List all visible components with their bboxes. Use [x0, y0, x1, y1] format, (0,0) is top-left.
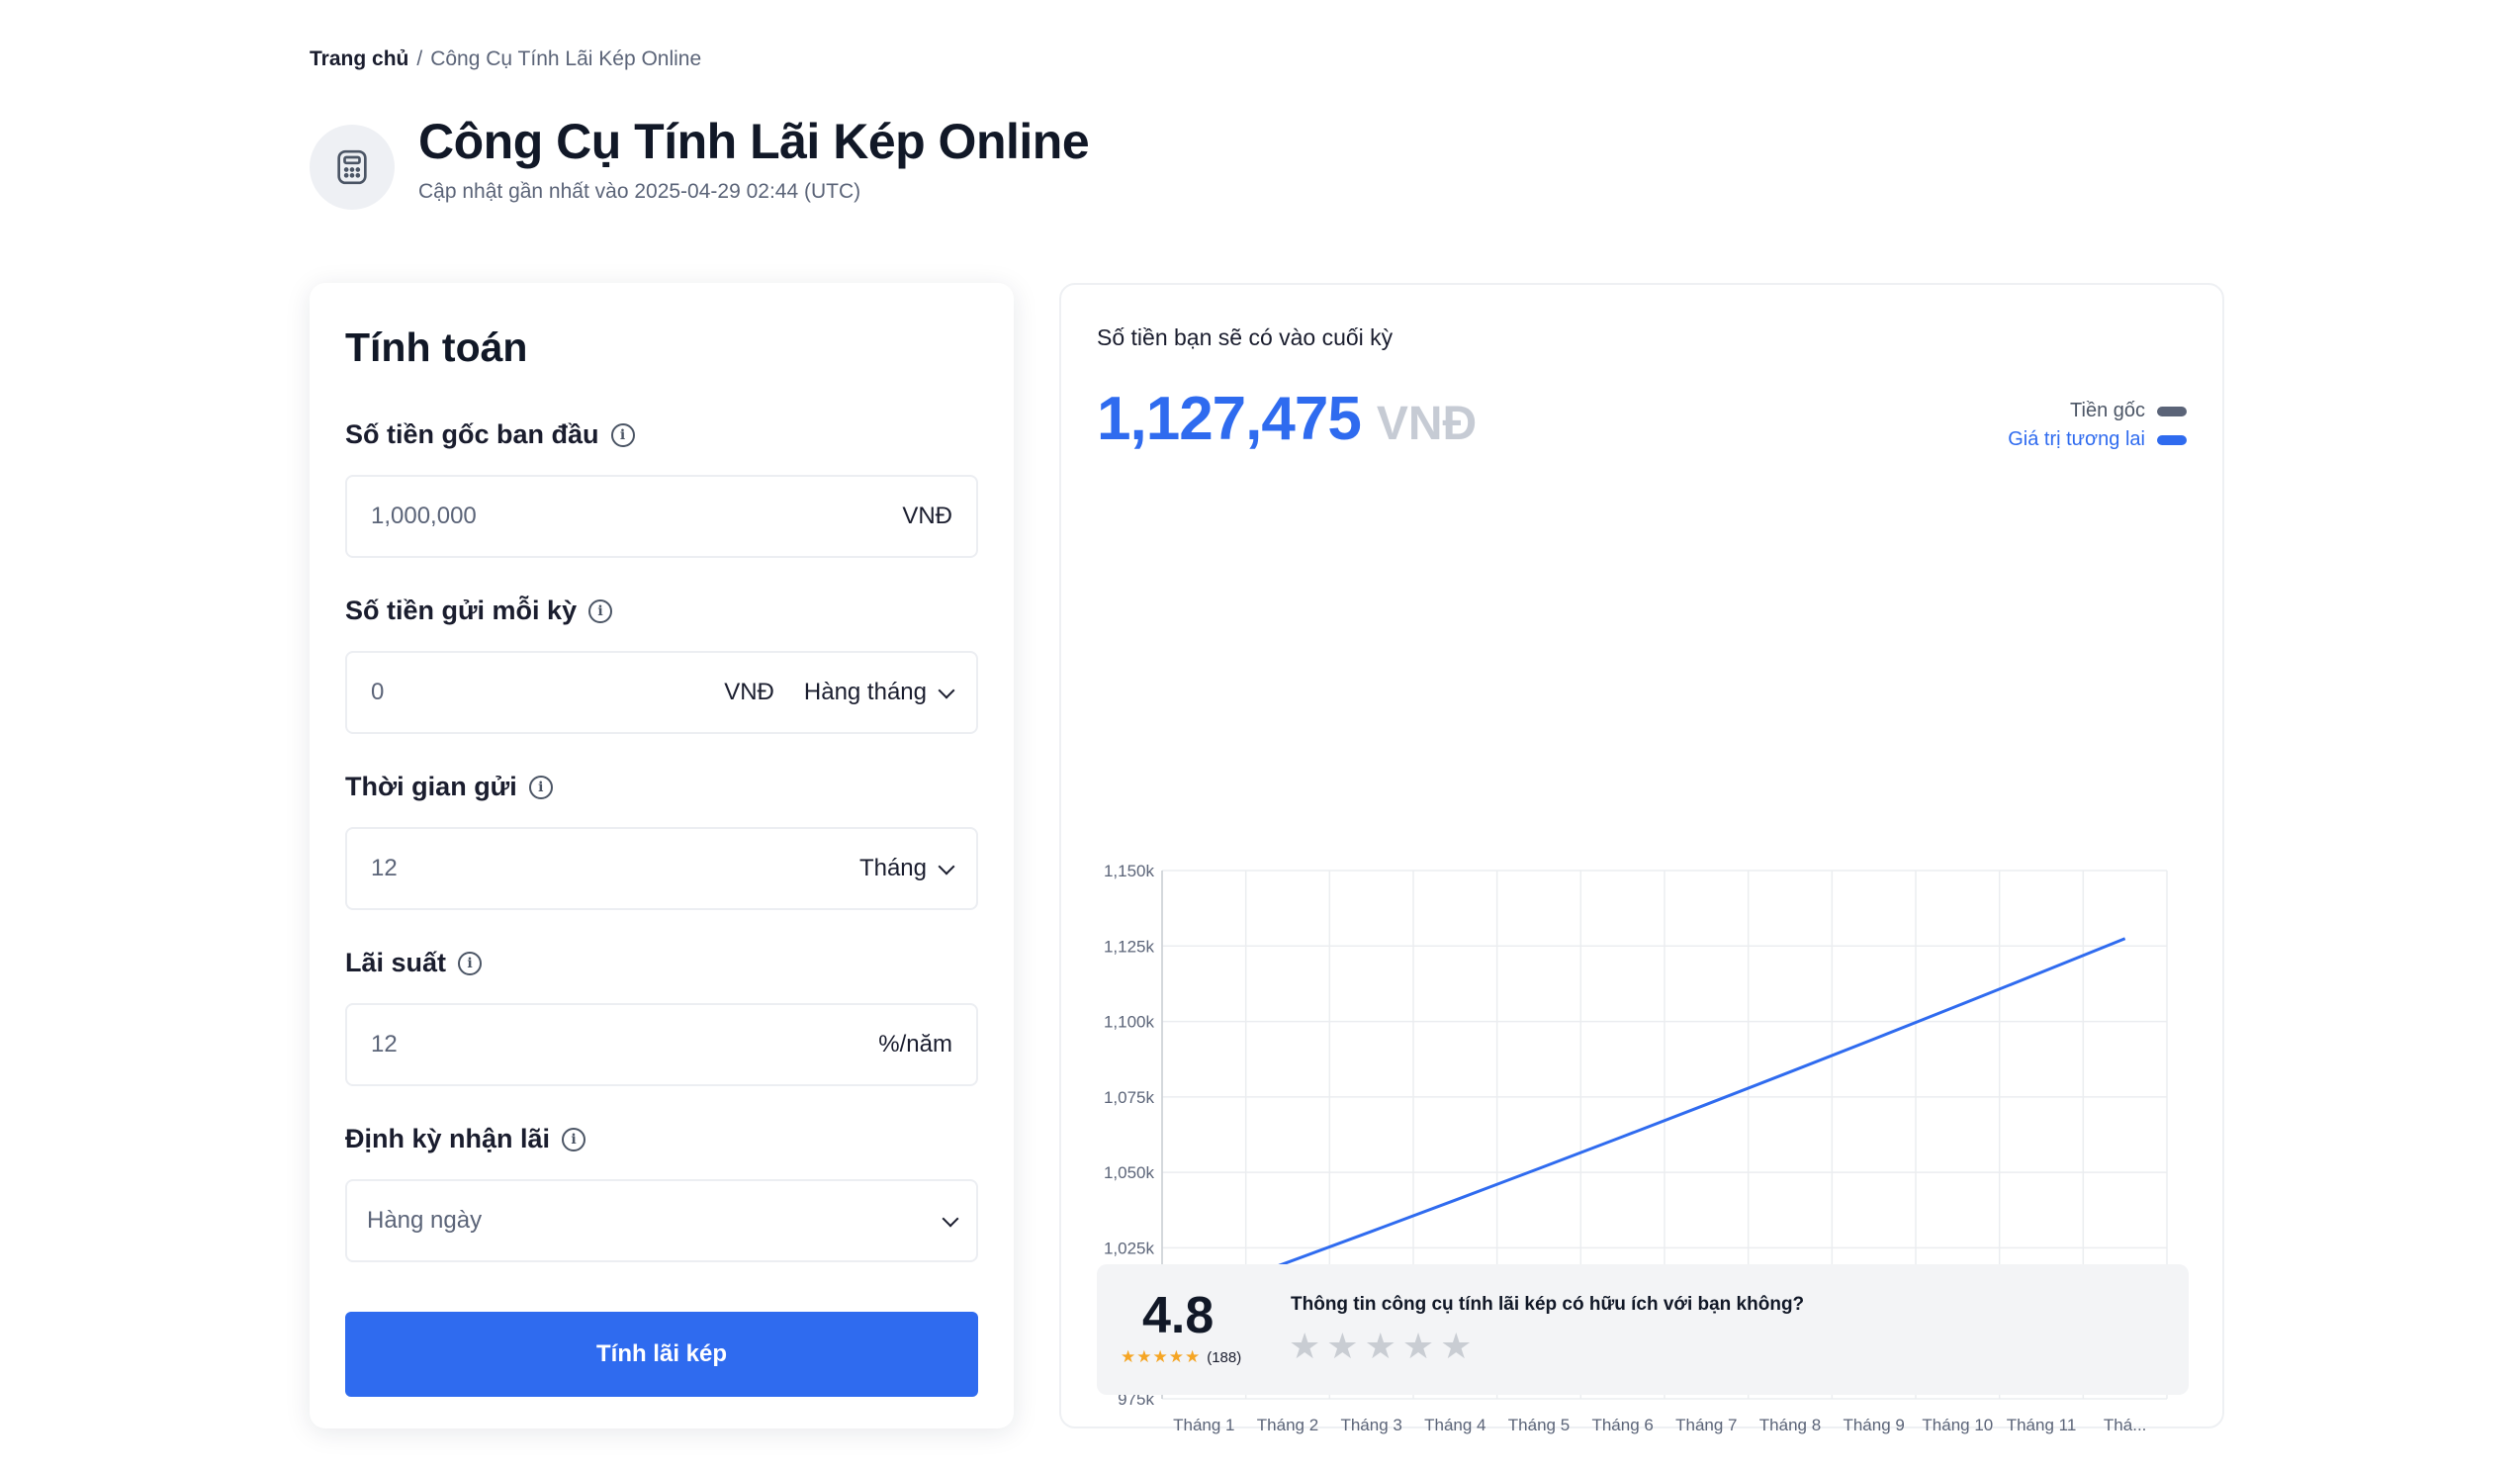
duration-unit-value: Tháng: [858, 855, 927, 881]
compounding-select[interactable]: Hàng ngày: [345, 1179, 978, 1262]
x-tick-label: Tháng 9: [1843, 1416, 1904, 1434]
duration-label-text: Thời gian gửi: [345, 772, 517, 801]
star-icon[interactable]: ★: [1364, 1326, 1396, 1366]
duration-field[interactable]: 12 Tháng: [345, 827, 978, 910]
rate-field[interactable]: 12 %/năm: [345, 1003, 978, 1086]
series-line-future-value: [1203, 937, 2126, 1295]
compounding-label-text: Định kỳ nhận lãi: [345, 1124, 551, 1153]
breadcrumb-current: Công Cụ Tính Lãi Kép Online: [430, 47, 702, 70]
calculator-card: Tính toán Số tiền gốc ban đầu i 1,000,00…: [310, 283, 1014, 1428]
deposit-frequency-value: Hàng tháng: [803, 679, 927, 705]
chevron-down-icon: [938, 858, 955, 875]
y-tick-label: 1,050k: [1104, 1163, 1155, 1182]
deposit-label: Số tiền gửi mỗi kỳ i: [345, 596, 613, 626]
rate-input[interactable]: 12: [371, 1031, 398, 1058]
result-value: 1,127,475 VNĐ: [1097, 384, 1477, 454]
rating-score: 4.8: [1142, 1287, 1215, 1344]
duration-label: Thời gian gửi i: [345, 772, 553, 802]
duration-input[interactable]: 12: [371, 855, 398, 881]
breadcrumb-home-link[interactable]: Trang chủ: [310, 47, 409, 70]
info-icon[interactable]: i: [610, 422, 635, 447]
principal-input[interactable]: 1,000,000: [371, 503, 477, 529]
legend-label-future-value: Giá trị tương lai: [2008, 428, 2145, 450]
result-card: Số tiền bạn sẽ có vào cuối kỳ 1,127,475 …: [1059, 283, 2224, 1434]
legend-item-future-value[interactable]: Giá trị tương lai: [2008, 428, 2187, 451]
x-tick-label: Tháng 1: [1173, 1416, 1234, 1434]
principal-field[interactable]: 1,000,000 VNĐ: [345, 475, 978, 558]
chevron-down-icon: [942, 1210, 959, 1228]
legend-label-principal: Tiền gốc: [2070, 400, 2145, 421]
y-tick-label: 1,150k: [1104, 862, 1155, 880]
x-tick-label: Tháng 6: [1591, 1416, 1653, 1434]
page-header: Công Cụ Tính Lãi Kép Online Cập nhật gần…: [310, 114, 1090, 210]
y-tick-label: 1,125k: [1104, 937, 1155, 956]
compounding-label: Định kỳ nhận lãi i: [345, 1124, 586, 1154]
x-tick-label: Tháng 10: [1922, 1416, 1993, 1434]
principal-label: Số tiền gốc ban đầu i: [345, 419, 635, 450]
principal-label-text: Số tiền gốc ban đầu: [345, 419, 599, 449]
x-tick-label: Tháng 4: [1424, 1416, 1485, 1434]
star-icon[interactable]: ★: [1401, 1326, 1435, 1366]
rate-label-text: Lãi suất: [345, 948, 447, 977]
x-tick-label: Tháng 8: [1759, 1416, 1821, 1434]
info-icon[interactable]: i: [588, 598, 613, 623]
deposit-frequency-select[interactable]: Hàng tháng: [803, 679, 955, 706]
last-updated-text: Cập nhật gần nhất vào 2025-04-29 02:44 (…: [418, 180, 861, 203]
chevron-down-icon: [938, 682, 955, 699]
y-tick-label: 1,075k: [1104, 1088, 1155, 1107]
breadcrumb-separator: /: [416, 47, 423, 70]
chart-legend: Tiền gốc Giá trị tương lai: [2008, 400, 2187, 457]
rating-summary: ★★★★★ (188): [1121, 1347, 1241, 1367]
compounding-value: Hàng ngày: [367, 1207, 483, 1234]
x-tick-label: Tháng 7: [1675, 1416, 1737, 1434]
page-title: Công Cụ Tính Lãi Kép Online: [418, 114, 1090, 169]
info-icon[interactable]: i: [562, 1127, 586, 1151]
legend-swatch-future-value: [2157, 434, 2187, 445]
rate-label: Lãi suất i: [345, 948, 483, 978]
y-tick-label: 1,100k: [1104, 1013, 1155, 1032]
rating-question: Thông tin công cụ tính lãi kép có hữu íc…: [1291, 1294, 1805, 1315]
result-amount: 1,127,475: [1097, 385, 1362, 453]
legend-item-principal[interactable]: Tiền gốc: [2008, 400, 2187, 422]
calculator-title: Tính toán: [345, 324, 528, 370]
star-icon[interactable]: ★: [1289, 1326, 1321, 1366]
star-icon[interactable]: ★: [1440, 1326, 1473, 1366]
info-icon[interactable]: i: [458, 951, 483, 975]
y-tick-label: 1,025k: [1104, 1239, 1155, 1257]
x-tick-label: Tháng 5: [1508, 1416, 1570, 1434]
rate-unit: %/năm: [878, 1031, 952, 1058]
x-tick-label: Tháng 2: [1257, 1416, 1318, 1434]
info-icon[interactable]: i: [528, 775, 553, 799]
star-icon[interactable]: ★: [1326, 1326, 1359, 1366]
calculate-button[interactable]: Tính lãi kép: [345, 1312, 978, 1397]
calculator-icon: [310, 125, 395, 210]
deposit-field[interactable]: 0 VNĐ Hàng tháng: [345, 651, 978, 734]
duration-unit-select[interactable]: Tháng: [858, 855, 955, 882]
result-currency: VNĐ: [1376, 398, 1478, 450]
x-tick-label: Tháng 11: [2007, 1416, 2077, 1434]
rating-stars-icon: ★★★★★: [1121, 1347, 1202, 1366]
rating-count: (188): [1207, 1348, 1242, 1366]
x-tick-label: Tháng 3: [1340, 1416, 1401, 1434]
deposit-input[interactable]: 0: [371, 679, 385, 705]
rating-box: 4.8 ★★★★★ (188) Thông tin công cụ tính l…: [1097, 1264, 2189, 1395]
legend-swatch-principal: [2157, 406, 2187, 416]
breadcrumb: Trang chủ / Công Cụ Tính Lãi Kép Online: [310, 47, 701, 71]
x-tick-label: Thá...: [2104, 1416, 2146, 1434]
principal-currency: VNĐ: [902, 503, 952, 529]
rating-input[interactable]: ★ ★ ★ ★ ★: [1289, 1326, 1472, 1367]
result-label: Số tiền bạn sẽ có vào cuối kỳ: [1097, 324, 1394, 350]
deposit-currency: VNĐ: [724, 679, 774, 705]
deposit-label-text: Số tiền gửi mỗi kỳ: [345, 596, 578, 625]
